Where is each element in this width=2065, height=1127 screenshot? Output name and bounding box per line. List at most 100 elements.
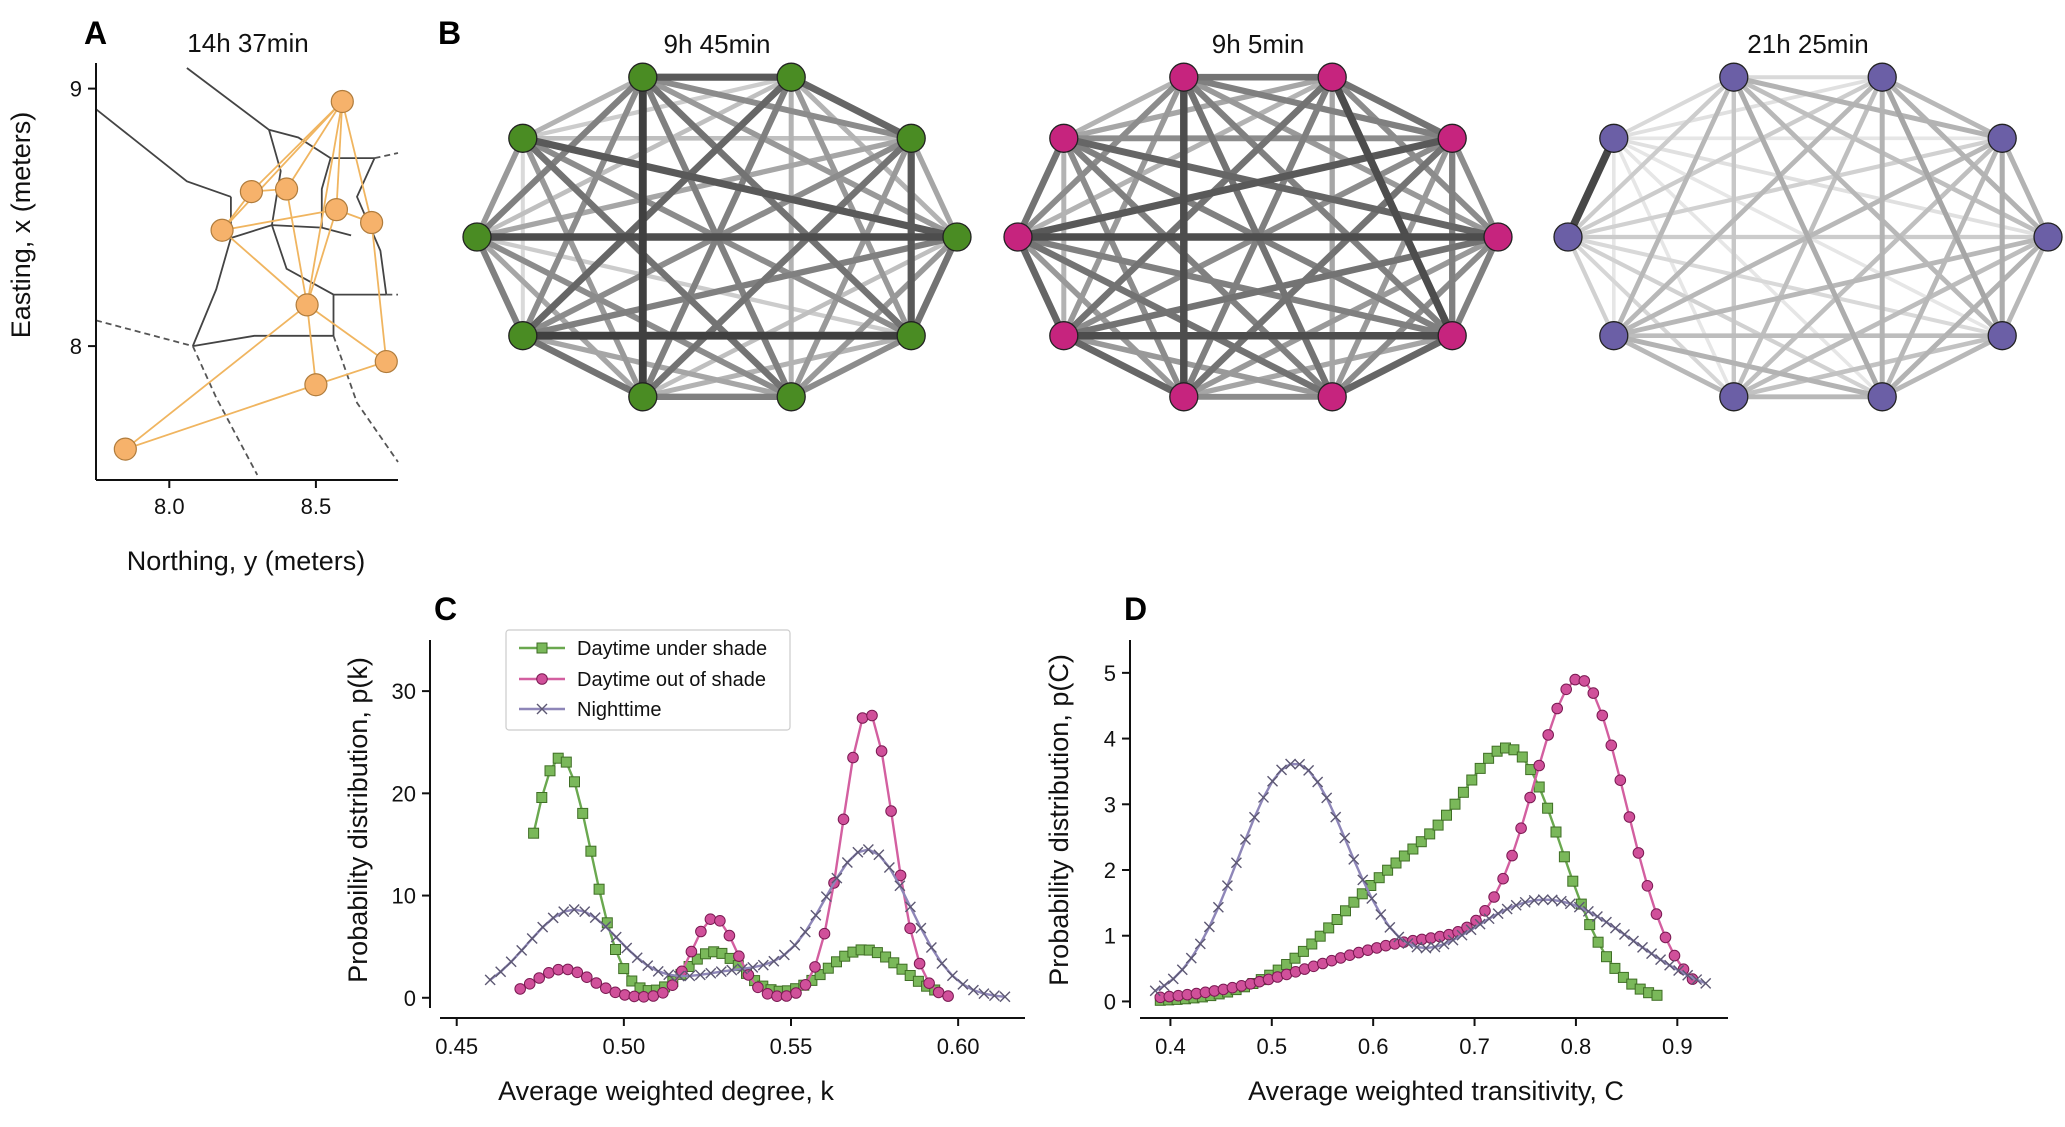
network-edge [519,135,646,400]
series-square [528,752,941,997]
data-marker-x [1267,775,1279,787]
proximity-link [341,101,373,223]
network-node [1169,62,1199,92]
data-marker-circle [837,813,850,826]
data-marker-circle [1560,683,1572,696]
data-marker-x [1465,924,1477,936]
network-graph-2: 9h 5min [1003,29,1513,412]
data-marker-x [1474,918,1486,930]
y-tick-label: 5 [1104,661,1116,686]
data-marker-circle [1641,880,1654,892]
data-marker-circle [571,966,584,979]
panel-a-axes: 8.0 8.5 8 9 [70,63,398,519]
network-edge [474,234,795,400]
proximity-link [221,100,343,231]
data-marker-x [1158,980,1170,992]
position-point [324,198,349,222]
data-marker-circle [685,945,698,958]
voronoi-edge-dashed [374,152,399,159]
data-marker-circle [1515,822,1527,835]
data-marker-circle [923,977,935,990]
data-marker-x [946,970,958,982]
data-marker-x [652,965,664,977]
data-marker-circle [666,979,679,992]
data-marker-square [1550,826,1562,838]
data-marker-x [1239,834,1251,845]
network-3-title: 21h 25min [1747,29,1868,59]
network-node [1003,222,1033,252]
data-marker-x [1167,973,1179,985]
network-edge [1879,333,2005,400]
data-marker-x [1664,959,1676,971]
voronoi-edge-dashed [191,345,259,476]
position-point [210,218,234,242]
data-marker-x [1285,758,1297,770]
network-edge [1060,135,1187,400]
data-marker-x [1149,985,1161,997]
data-marker-x [978,988,990,1000]
network-node [1049,123,1079,153]
data-marker-x [621,942,633,954]
data-marker-x [936,957,948,969]
x-tick-label: 0.6 [1358,1034,1389,1059]
data-marker-x [831,872,843,884]
data-marker-square [593,883,605,895]
network-edge [1565,234,1616,338]
data-marker-x [1276,764,1288,776]
data-marker-x [915,922,927,934]
proximity-link [306,101,344,306]
network-graph-1: 9h 45min [462,29,972,412]
x-tick-label: 0.9 [1662,1034,1693,1059]
data-marker-circle [1479,905,1491,917]
data-marker-square [1432,819,1444,831]
data-marker-x [736,963,748,975]
data-marker-circle [752,981,764,994]
panel-letter-b: B [438,15,461,51]
voronoi-edge-dashed [95,319,194,347]
panel-letter-c: C [434,591,457,627]
network-node [1437,123,1467,153]
data-marker-circle [809,961,821,973]
data-marker-square [1558,851,1570,863]
data-marker-x [1230,857,1242,869]
network-edge [1879,74,2005,141]
data-marker-square [536,792,548,803]
data-marker-x [862,843,874,855]
edges [473,73,961,401]
network-edge [1060,135,1336,400]
data-marker-x [1366,892,1378,904]
proximity-link [221,208,337,232]
data-marker-square [1449,798,1461,810]
network-edge [1014,134,1456,241]
data-marker-circle [913,957,926,970]
data-marker-circle [733,950,745,963]
data-marker-circle [638,991,650,1003]
data-marker-x [768,955,780,967]
data-marker-circle [600,982,612,995]
data-marker-x [547,912,559,924]
data-marker-square [1483,752,1495,764]
edges [1564,74,2051,400]
data-marker-x [1564,898,1576,910]
network-edge [519,73,795,340]
y-tick-label: 1 [1104,924,1116,949]
data-marker-x [873,849,885,861]
network-edge [1731,74,2005,141]
data-marker-square [1289,952,1301,964]
network-edge [1611,74,1885,339]
y-tick-label: 0 [1104,989,1116,1014]
data-marker-circle [818,927,831,940]
data-marker-x [1628,935,1639,947]
data-marker-x [1176,964,1188,976]
voronoi-edge [192,294,335,347]
data-marker-square [880,951,892,963]
network-edge [1180,135,1456,401]
network-edge [519,332,647,401]
data-marker-circle [1551,702,1563,715]
legend-label-shade: Daytime under shade [577,638,767,660]
network-edge [1181,234,1501,400]
proximity-link [285,188,308,306]
network-edge [788,74,915,339]
data-marker-circle [1605,739,1618,752]
data-marker-x [747,961,759,973]
